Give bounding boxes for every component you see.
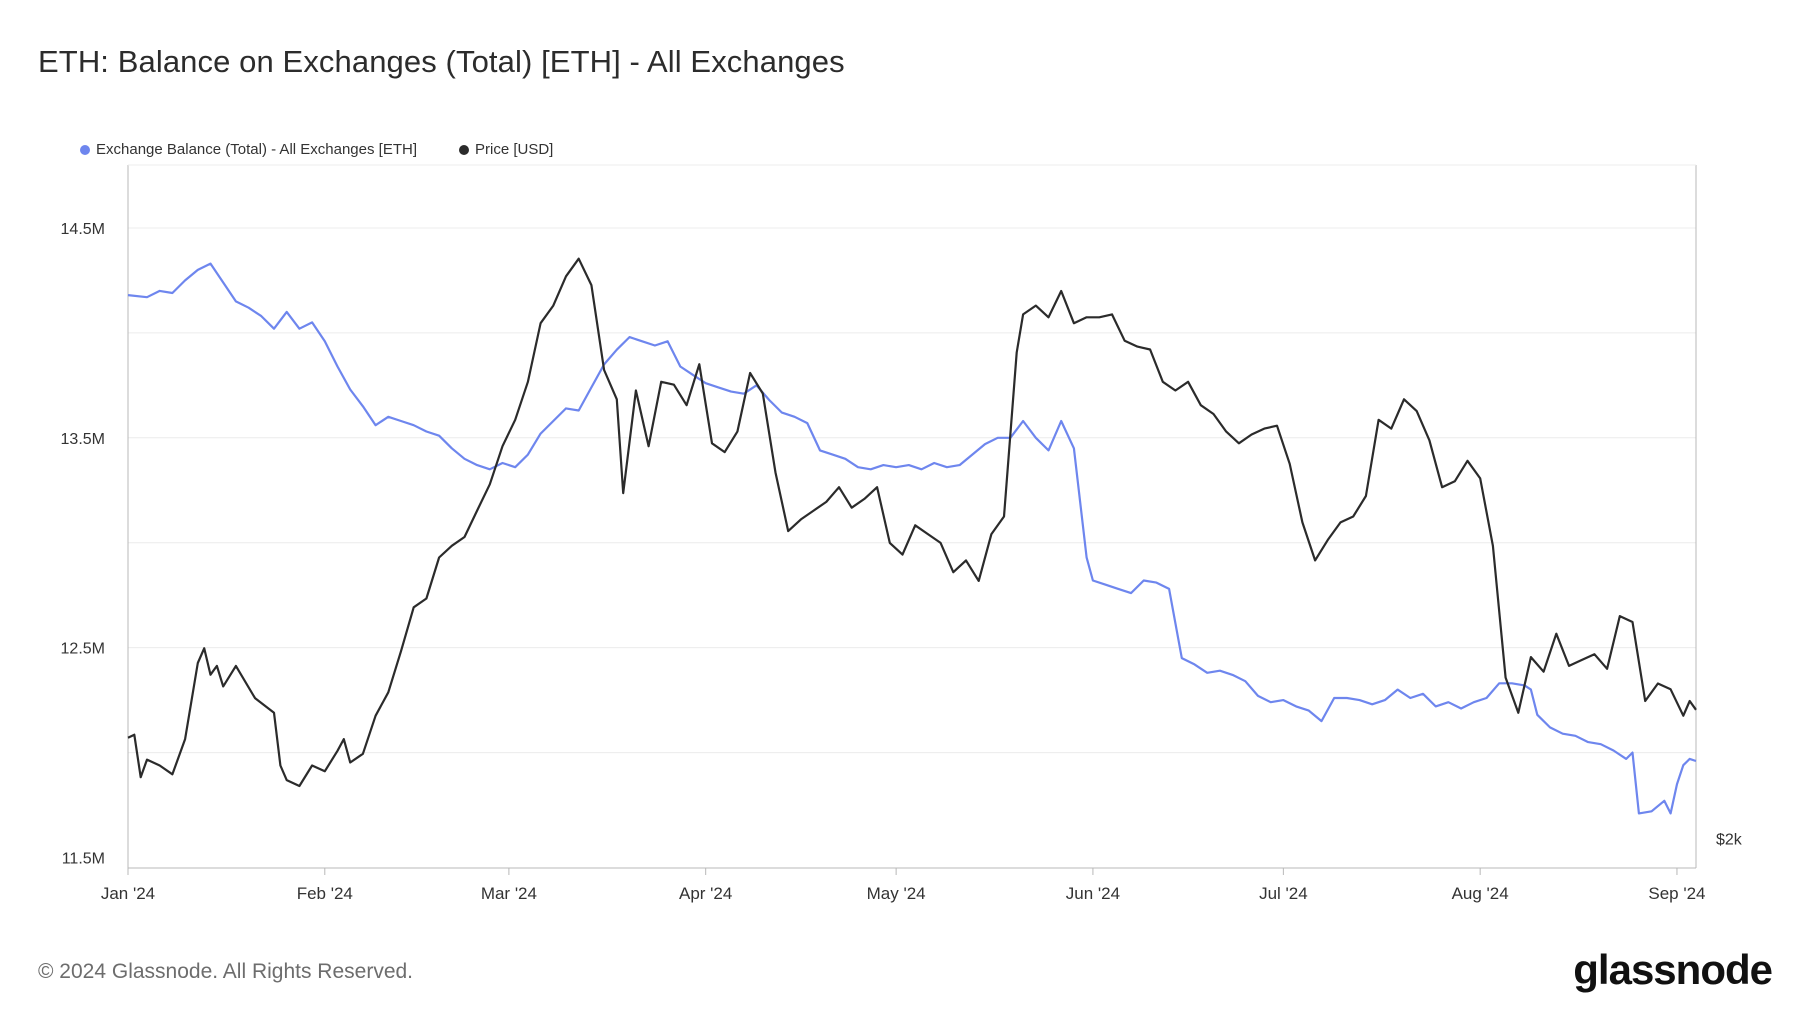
- x-tick-label: Jun '24: [1066, 884, 1120, 903]
- series-line-price: [127, 257, 1697, 788]
- y-tick-label: 11.5M: [62, 851, 105, 868]
- x-tick-label: Apr '24: [679, 884, 732, 903]
- legend-dot-balance: [80, 144, 90, 155]
- x-tick-label: May '24: [867, 884, 926, 903]
- glassnode-logo: glassnode: [1573, 946, 1773, 993]
- legend: Exchange Balance (Total) - All Exchanges…: [80, 141, 553, 158]
- right-y-tick-label: $2k: [1716, 832, 1743, 849]
- legend-label-balance: Exchange Balance (Total) - All Exchanges…: [96, 141, 417, 158]
- legend-label-price: Price [USD]: [475, 141, 554, 158]
- legend-item-price[interactable]: Price [USD]: [459, 141, 553, 158]
- x-tick-label: Sep '24: [1648, 884, 1705, 903]
- x-tick-label: Mar '24: [481, 884, 537, 903]
- y-tick-label: 12.5M: [61, 641, 105, 658]
- x-tick-label: Aug '24: [1452, 884, 1509, 903]
- x-tick-label: Jul '24: [1259, 884, 1308, 903]
- x-tick-label: Jan '24: [101, 884, 155, 903]
- chart-title: ETH: Balance on Exchanges (Total) [ETH] …: [38, 44, 845, 79]
- y-tick-label: 14.5M: [61, 221, 105, 238]
- y-tick-label: 13.5M: [61, 431, 105, 448]
- copyright-text: © 2024 Glassnode. All Rights Reserved.: [38, 960, 414, 983]
- x-tick-label: Feb '24: [297, 884, 353, 903]
- legend-dot-price: [459, 144, 469, 155]
- series-line-exchange-balance: [127, 262, 1697, 815]
- legend-item-balance[interactable]: Exchange Balance (Total) - All Exchanges…: [80, 141, 417, 158]
